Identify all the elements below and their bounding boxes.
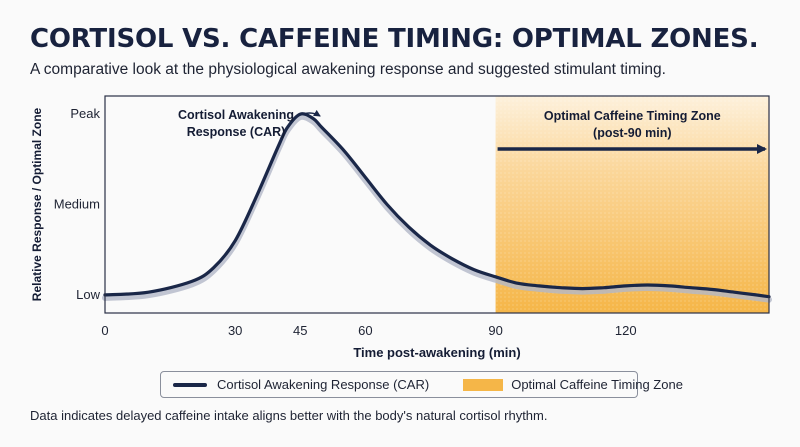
y-tick-label: Medium [54,197,100,212]
zone-label-line2: (post-90 min) [593,126,671,140]
plot-frame [104,95,770,314]
optimal-caffeine-zone-texture [495,96,769,313]
legend-item-zone: Optimal Caffeine Timing Zone [429,377,683,392]
x-axis-label: Time post-awakening (min) [353,345,520,360]
legend-label-zone: Optimal Caffeine Timing Zone [511,377,683,392]
chart-subtitle: A comparative look at the physiological … [30,61,666,78]
y-axis-ticks: Low Medium Peak [54,106,101,302]
x-tick-label: 60 [358,323,372,338]
x-tick-label: 45 [293,323,307,338]
y-tick-label: Peak [70,106,100,121]
legend-item-car: Cortisol Awakening Response (CAR) [161,377,429,392]
car-curve [103,112,771,299]
zone-label-line1: Optimal Caffeine Timing Zone [544,109,721,123]
car-annotation-line2: Response (CAR) [187,125,286,139]
legend-zone-swatch [463,378,504,391]
legend-line-swatch [173,382,207,387]
chart-legend: Cortisol Awakening Response (CAR) Optima… [160,371,683,398]
chart-title: CORTISOL VS. CAFFEINE TIMING: OPTIMAL ZO… [30,24,759,54]
car-annotation-arrow [297,109,321,117]
legend-label-car: Cortisol Awakening Response (CAR) [217,377,430,392]
x-tick-label: 90 [488,323,502,338]
footnote: Data indicates delayed caffeine intake a… [30,408,548,423]
x-tick-label: 0 [101,323,108,338]
x-tick-label: 30 [228,323,242,338]
x-tick-label: 120 [615,323,637,338]
x-axis-ticks: 0 30 45 60 90 120 [101,323,636,338]
car-annotation-line1: Cortisol Awakening [178,108,294,122]
y-axis-label: Relative Response / Optimal Zone [30,107,44,301]
y-tick-label: Low [76,287,100,302]
